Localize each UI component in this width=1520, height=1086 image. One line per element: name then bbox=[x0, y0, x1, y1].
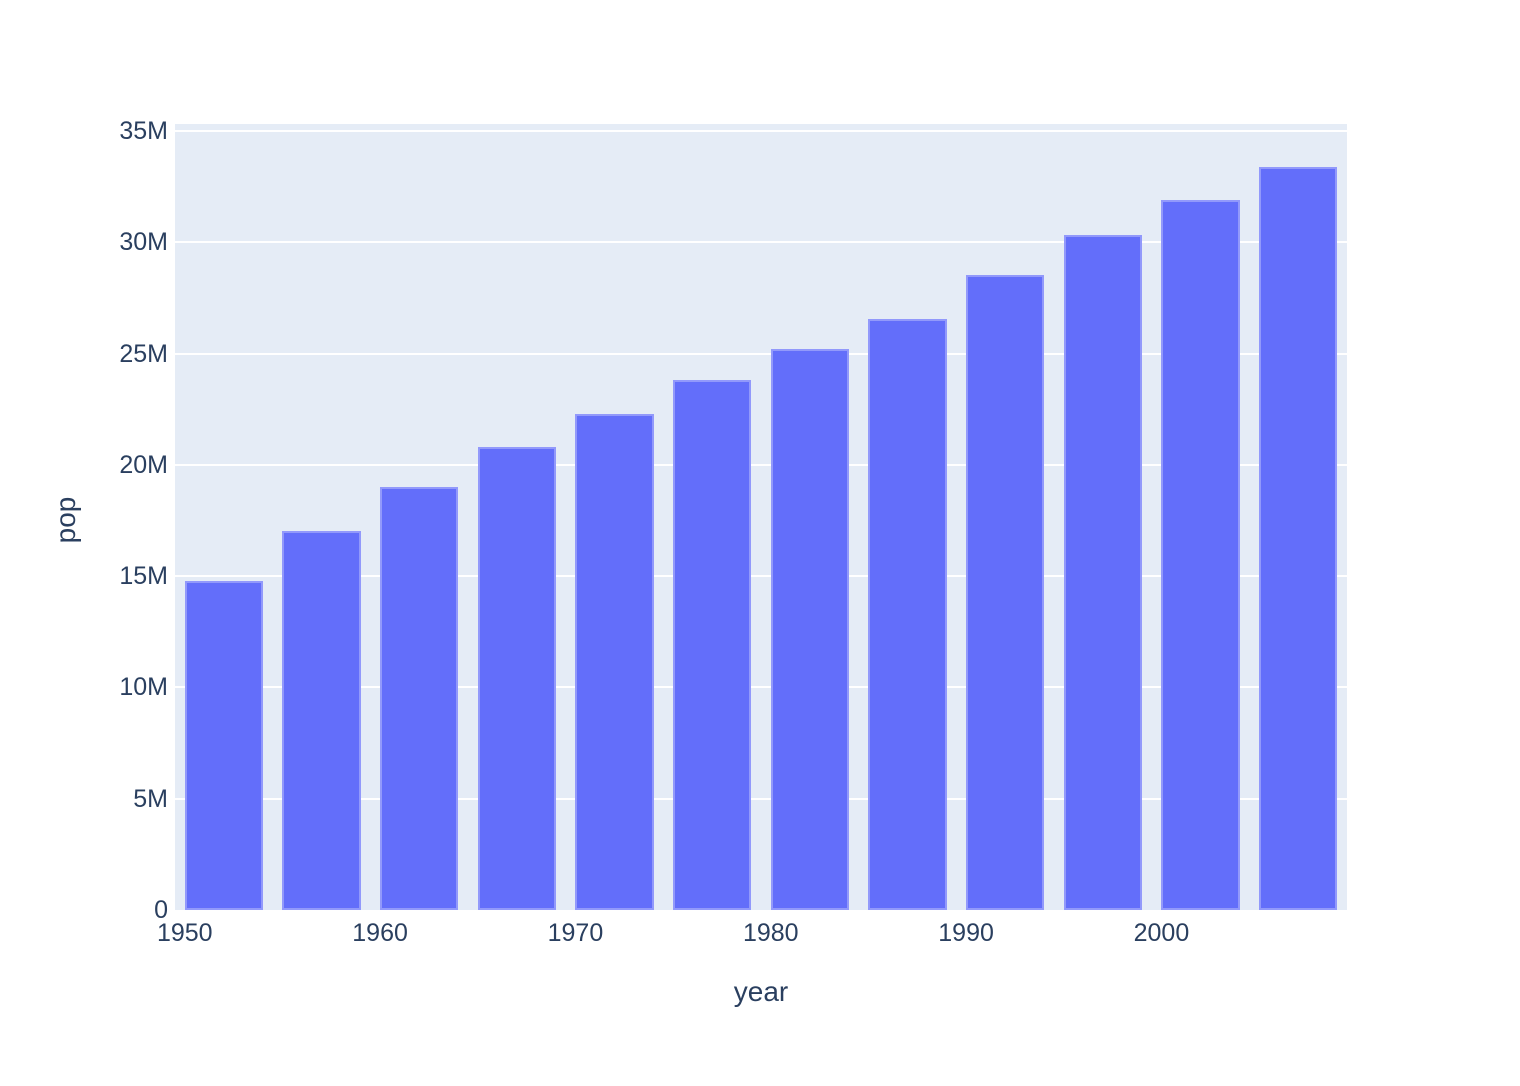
gridline bbox=[175, 352, 1347, 355]
bar-1982[interactable] bbox=[770, 349, 849, 910]
bar-2007[interactable] bbox=[1259, 166, 1338, 910]
bar-1977[interactable] bbox=[673, 380, 752, 910]
gridline bbox=[175, 241, 1347, 244]
y-axis-title: pop bbox=[50, 496, 81, 544]
y-tick-label-5M: 5M bbox=[133, 784, 168, 813]
y-tick-label-20M: 20M bbox=[119, 450, 168, 479]
bar-1962[interactable] bbox=[380, 487, 459, 910]
x-tick-label-1990: 1990 bbox=[938, 919, 994, 947]
x-tick-label-1950: 1950 bbox=[156, 919, 213, 947]
y-tick-label-25M: 25M bbox=[119, 339, 168, 368]
x-tick-label-1960: 1960 bbox=[352, 919, 408, 947]
bar-1952[interactable] bbox=[184, 580, 263, 910]
bar-2002[interactable] bbox=[1161, 199, 1240, 910]
y-tick-label-10M: 10M bbox=[119, 673, 168, 702]
x-tick-label-1980: 1980 bbox=[742, 919, 799, 947]
gridline bbox=[175, 575, 1347, 578]
bar-1997[interactable] bbox=[1063, 235, 1142, 910]
bar-1972[interactable] bbox=[575, 414, 654, 910]
gridline bbox=[175, 130, 1347, 132]
y-tick-label-35M: 35M bbox=[119, 117, 168, 145]
y-tick-label-30M: 30M bbox=[119, 228, 168, 257]
x-tick-label-1970: 1970 bbox=[547, 919, 604, 947]
gridline bbox=[175, 686, 1347, 689]
bar-1957[interactable] bbox=[282, 531, 361, 910]
x-axis-title: year bbox=[733, 976, 789, 1007]
gridline bbox=[175, 797, 1347, 800]
plot-area[interactable] bbox=[175, 124, 1347, 910]
bar-1992[interactable] bbox=[966, 275, 1045, 910]
gridline bbox=[175, 463, 1347, 466]
bar-1987[interactable] bbox=[868, 319, 947, 910]
bar-1967[interactable] bbox=[477, 446, 556, 910]
y-tick-label-15M: 15M bbox=[119, 562, 168, 591]
y-tick-label-0: 0 bbox=[154, 896, 168, 924]
x-tick-label-2000: 2000 bbox=[1133, 919, 1190, 947]
